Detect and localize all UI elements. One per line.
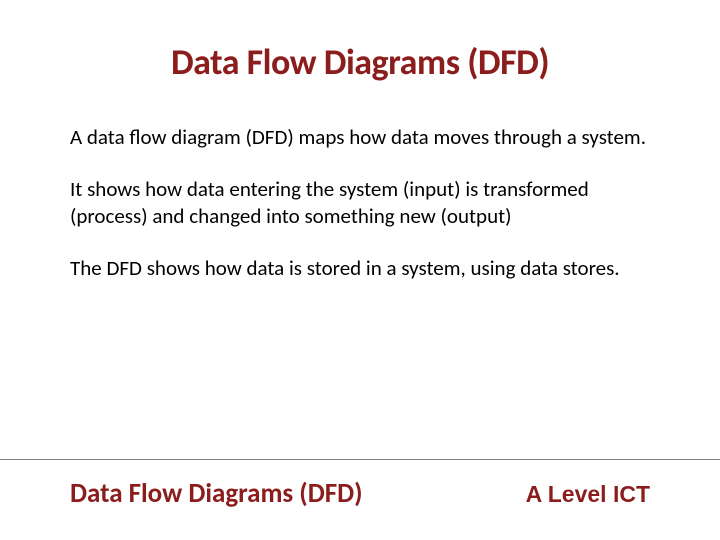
footer-left: Data Flow Diagrams (DFD) [70, 477, 363, 510]
paragraph-3: The DFD shows how data is stored in a sy… [70, 255, 650, 281]
footer-right: A Level ICT [526, 481, 650, 508]
footer-divider [0, 459, 720, 460]
paragraph-1: A data flow diagram (DFD) maps how data … [70, 124, 650, 150]
footer: Data Flow Diagrams (DFD) A Level ICT [0, 477, 720, 510]
slide-title: Data Flow Diagrams (DFD) [70, 40, 650, 84]
paragraph-2: It shows how data entering the system (i… [70, 176, 650, 229]
slide: Data Flow Diagrams (DFD) A data flow dia… [0, 0, 720, 540]
